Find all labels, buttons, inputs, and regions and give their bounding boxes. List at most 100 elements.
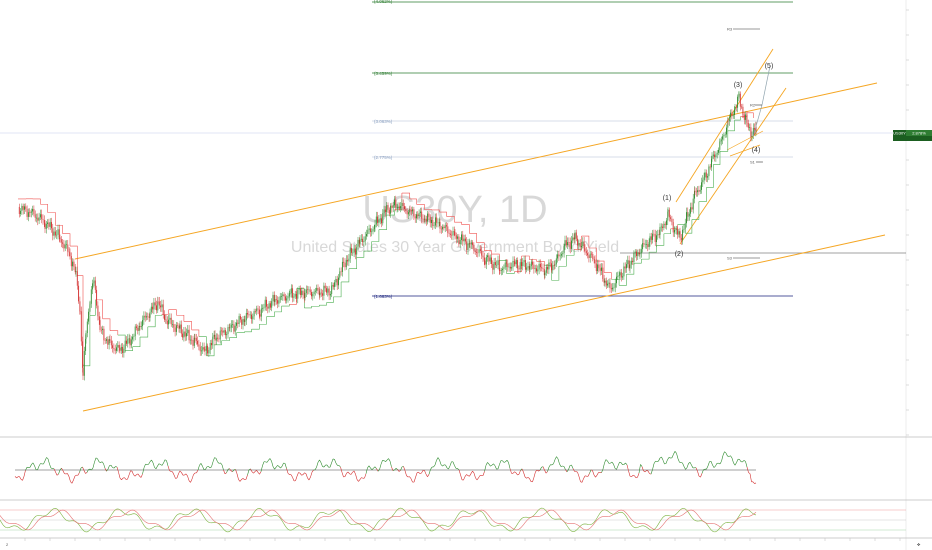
candle-body [709, 166, 711, 168]
time-axis[interactable] [24, 538, 901, 541]
candle-body [712, 154, 714, 157]
rsi-pane[interactable] [14, 451, 757, 484]
candle-body [593, 258, 595, 260]
rsi-segment [319, 459, 322, 463]
rsi-segment [532, 477, 535, 482]
candle-body [466, 241, 468, 251]
rsi-segment [472, 470, 475, 474]
candle-body [728, 117, 730, 122]
rsi-segment [460, 474, 463, 480]
candle-body [694, 190, 695, 199]
fib-label-3459: (3.459%) [374, 71, 393, 76]
candle-body [322, 293, 324, 296]
rsi-segment [700, 473, 703, 478]
rsi-segment [706, 465, 709, 470]
stoch-pane[interactable] [0, 507, 906, 533]
rsi-segment [290, 474, 293, 478]
trailing-stop-segment [685, 219, 693, 234]
rsi-segment [220, 462, 223, 466]
candle-body [335, 278, 337, 283]
candle-body [499, 270, 501, 271]
candle-body [345, 259, 347, 268]
candle-body [294, 294, 296, 297]
candle-body [112, 345, 114, 348]
rsi-segment [239, 479, 242, 482]
rsi-segment [551, 463, 554, 466]
candle-body [161, 304, 163, 308]
rsi-segment [596, 472, 599, 476]
rsi-segment [161, 462, 164, 466]
trailing-stop-segment [319, 302, 327, 306]
trailing-stop-segment [281, 304, 290, 307]
trailing-stop-segment [746, 112, 754, 119]
scale-number: 2 [6, 542, 9, 547]
rsi-segment [613, 464, 616, 469]
rsi-segment [61, 467, 64, 471]
rsi-segment [43, 460, 46, 465]
candle-body [232, 324, 234, 325]
rsi-segment [148, 461, 151, 465]
rsi-segment [137, 473, 140, 477]
candle-body [662, 226, 664, 228]
trailing-stop-segment [713, 151, 721, 165]
candle-body [124, 340, 126, 349]
candle-body [727, 120, 729, 122]
candle-body [656, 235, 657, 243]
candle-body [123, 348, 125, 353]
candle-body [207, 345, 209, 354]
settings-icon[interactable]: ✤ [917, 542, 921, 547]
rsi-segment [268, 458, 271, 461]
candle-body [197, 340, 199, 345]
candle-body [180, 324, 182, 334]
candle-body [41, 214, 43, 220]
candle-body [484, 260, 486, 265]
rsi-segment [653, 460, 656, 464]
candle-body [519, 262, 521, 270]
candle-body [329, 294, 331, 296]
candle-body [363, 241, 365, 243]
trailing-stop-segment [633, 259, 642, 264]
rsi-segment [515, 472, 518, 476]
candle-body [122, 346, 124, 353]
candle-body [392, 205, 394, 208]
trailing-stop-segment [176, 314, 185, 322]
candle-body [628, 260, 630, 269]
trailing-stop-segment [183, 321, 192, 330]
rsi-segment [83, 470, 86, 474]
candle-body [552, 265, 554, 271]
candle-body [258, 309, 260, 315]
rsi-segment [364, 473, 367, 479]
rsi-segment [548, 464, 551, 468]
candle-body [587, 253, 589, 256]
rsi-segment [440, 464, 443, 467]
candle-body [746, 122, 748, 124]
candle-body [143, 315, 145, 321]
rsi-segment [641, 466, 644, 471]
price-axis[interactable] [906, 9, 909, 436]
rsi-segment [676, 453, 679, 459]
candle-body [168, 319, 170, 325]
rsi-segment [94, 457, 97, 463]
candle-body [622, 276, 624, 278]
candle-body [22, 205, 24, 210]
fib-label-2775: (2.775%) [374, 155, 393, 160]
candle-body [630, 260, 632, 265]
rsi-segment [349, 473, 352, 475]
rsi-segment [19, 476, 22, 480]
candle-body [371, 231, 373, 233]
rsi-segment [611, 461, 614, 465]
candle-body [227, 327, 229, 335]
candle-body [90, 289, 92, 304]
candle-body [724, 134, 726, 136]
candle-body [701, 182, 702, 190]
rsi-segment [359, 477, 362, 480]
candle-body [750, 127, 752, 137]
trailing-stop-segment [161, 309, 169, 315]
rsi-segment [134, 474, 137, 477]
candle-body [597, 264, 599, 272]
rsi-segment [494, 465, 497, 470]
rsi-segment [509, 468, 512, 474]
candle-body [320, 292, 322, 294]
candle-body [309, 289, 311, 293]
